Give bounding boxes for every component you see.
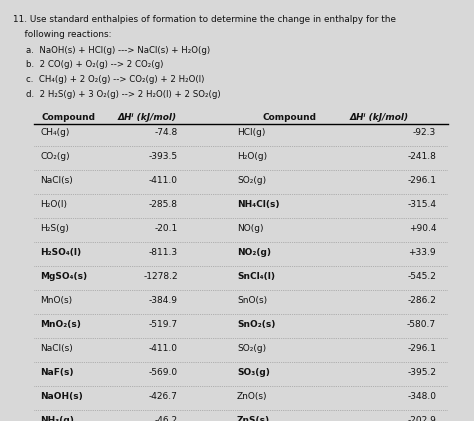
Text: SnO(s): SnO(s) bbox=[237, 296, 267, 305]
Text: 11. Use standard enthalpies of formation to determine the change in enthalpy for: 11. Use standard enthalpies of formation… bbox=[13, 15, 396, 24]
Text: SO₃(g): SO₃(g) bbox=[237, 368, 270, 377]
Text: SnO₂(s): SnO₂(s) bbox=[237, 320, 275, 329]
Text: NO₂(g): NO₂(g) bbox=[237, 248, 271, 257]
Text: SO₂(g): SO₂(g) bbox=[237, 176, 266, 185]
Text: -296.1: -296.1 bbox=[407, 344, 436, 353]
Text: NaOH(s): NaOH(s) bbox=[40, 392, 83, 401]
Text: -46.2: -46.2 bbox=[155, 416, 178, 421]
Text: +33.9: +33.9 bbox=[409, 248, 436, 257]
Text: -426.7: -426.7 bbox=[149, 392, 178, 401]
Text: NaCl(s): NaCl(s) bbox=[40, 344, 73, 353]
Text: -393.5: -393.5 bbox=[149, 152, 178, 161]
Text: NH₃(g): NH₃(g) bbox=[40, 416, 74, 421]
Text: d.  2 H₂S(g) + 3 O₂(g) --> 2 H₂O(l) + 2 SO₂(g): d. 2 H₂S(g) + 3 O₂(g) --> 2 H₂O(l) + 2 S… bbox=[26, 90, 221, 99]
Text: HCl(g): HCl(g) bbox=[237, 128, 265, 137]
Text: NaF(s): NaF(s) bbox=[40, 368, 74, 377]
Text: ΔHⁱ (kJ/mol): ΔHⁱ (kJ/mol) bbox=[350, 112, 409, 122]
Text: Compound: Compound bbox=[262, 112, 316, 122]
Text: -285.8: -285.8 bbox=[149, 200, 178, 209]
Text: Compound: Compound bbox=[42, 112, 96, 122]
Text: NO(g): NO(g) bbox=[237, 224, 264, 233]
Text: -202.9: -202.9 bbox=[407, 416, 436, 421]
Text: -92.3: -92.3 bbox=[413, 128, 436, 137]
Text: c.  CH₄(g) + 2 O₂(g) --> CO₂(g) + 2 H₂O(l): c. CH₄(g) + 2 O₂(g) --> CO₂(g) + 2 H₂O(l… bbox=[26, 75, 204, 84]
Text: -811.3: -811.3 bbox=[149, 248, 178, 257]
Text: -580.7: -580.7 bbox=[407, 320, 436, 329]
Text: -411.0: -411.0 bbox=[149, 176, 178, 185]
Text: following reactions:: following reactions: bbox=[13, 30, 112, 39]
Text: -286.2: -286.2 bbox=[407, 296, 436, 305]
Text: -74.8: -74.8 bbox=[155, 128, 178, 137]
Text: +90.4: +90.4 bbox=[409, 224, 436, 233]
Text: H₂O(l): H₂O(l) bbox=[40, 200, 67, 209]
Text: SnCl₄(l): SnCl₄(l) bbox=[237, 272, 275, 281]
Text: -519.7: -519.7 bbox=[149, 320, 178, 329]
Text: -411.0: -411.0 bbox=[149, 344, 178, 353]
Text: -384.9: -384.9 bbox=[149, 296, 178, 305]
Text: b.  2 CO(g) + O₂(g) --> 2 CO₂(g): b. 2 CO(g) + O₂(g) --> 2 CO₂(g) bbox=[26, 60, 164, 69]
Text: MnO₂(s): MnO₂(s) bbox=[40, 320, 81, 329]
Text: -241.8: -241.8 bbox=[407, 152, 436, 161]
Text: NH₄Cl(s): NH₄Cl(s) bbox=[237, 200, 280, 209]
Text: MgSO₄(s): MgSO₄(s) bbox=[40, 272, 87, 281]
Text: CO₂(g): CO₂(g) bbox=[40, 152, 70, 161]
Text: -348.0: -348.0 bbox=[407, 392, 436, 401]
Text: -20.1: -20.1 bbox=[155, 224, 178, 233]
Text: H₂SO₄(l): H₂SO₄(l) bbox=[40, 248, 82, 257]
Text: H₂S(g): H₂S(g) bbox=[40, 224, 69, 233]
Text: ZnO(s): ZnO(s) bbox=[237, 392, 267, 401]
Text: -395.2: -395.2 bbox=[407, 368, 436, 377]
Text: -545.2: -545.2 bbox=[407, 272, 436, 281]
Text: a.  NaOH(s) + HCl(g) ---> NaCl(s) + H₂O(g): a. NaOH(s) + HCl(g) ---> NaCl(s) + H₂O(g… bbox=[26, 46, 210, 55]
Text: H₂O(g): H₂O(g) bbox=[237, 152, 267, 161]
Text: MnO(s): MnO(s) bbox=[40, 296, 73, 305]
Text: -1278.2: -1278.2 bbox=[143, 272, 178, 281]
Text: SO₂(g): SO₂(g) bbox=[237, 344, 266, 353]
Text: -315.4: -315.4 bbox=[407, 200, 436, 209]
Text: ΔHⁱ (kJ/mol): ΔHⁱ (kJ/mol) bbox=[118, 112, 176, 122]
Text: CH₄(g): CH₄(g) bbox=[40, 128, 70, 137]
Text: -569.0: -569.0 bbox=[149, 368, 178, 377]
Text: NaCl(s): NaCl(s) bbox=[40, 176, 73, 185]
Text: ZnS(s): ZnS(s) bbox=[237, 416, 270, 421]
Text: -296.1: -296.1 bbox=[407, 176, 436, 185]
